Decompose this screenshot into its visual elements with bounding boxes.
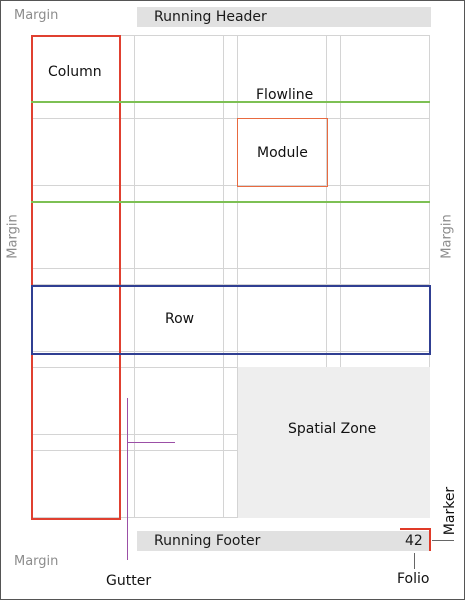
running-header-bar: Running Header (137, 7, 431, 27)
running-header-text: Running Header (154, 9, 267, 25)
grid-line-vertical (429, 35, 430, 518)
flowline-upper (31, 101, 430, 103)
margin-label-bottom: Margin (14, 554, 59, 569)
column-outline (31, 35, 121, 520)
column-label: Column (48, 64, 102, 80)
grid-line-horizontal (31, 434, 429, 435)
running-footer-text: Running Footer (154, 533, 261, 549)
grid-line-horizontal (31, 450, 429, 451)
folio-label: Folio (397, 571, 430, 587)
gutter-callout-tick (127, 442, 175, 443)
marker-side (429, 528, 431, 551)
grid-line-vertical (340, 35, 341, 518)
row-label: Row (165, 311, 195, 327)
grid-line-horizontal (31, 351, 429, 352)
grid-line-vertical (134, 35, 135, 518)
grid-line-horizontal (31, 367, 429, 368)
gutter-label: Gutter (106, 573, 152, 589)
margin-label-top: Margin (14, 8, 59, 23)
module-outline (237, 118, 328, 187)
grid-line-vertical (326, 35, 327, 518)
margin-label-left: Margin (5, 214, 21, 259)
flowline-label: Flowline (256, 87, 314, 103)
gutter-callout-line (127, 398, 128, 560)
spatial-zone-label: Spatial Zone (288, 421, 377, 437)
running-footer-bar: Running Footer 42 (137, 531, 431, 551)
folio-pointer (414, 553, 415, 569)
grid-line-horizontal (31, 185, 429, 186)
spatial-zone-area (238, 367, 430, 518)
grid-line-horizontal (31, 268, 429, 269)
grid-line-horizontal (31, 35, 429, 36)
folio-number: 42 (405, 533, 423, 549)
row-outline (31, 285, 431, 355)
grid-line-horizontal (31, 517, 429, 518)
margin-label-right: Margin (439, 214, 455, 259)
marker-top (400, 528, 431, 530)
marker-label: Marker (442, 486, 459, 536)
grid-line-vertical (237, 35, 238, 518)
marker-pointer (432, 540, 454, 541)
module-label: Module (257, 145, 308, 161)
flowline-lower (31, 201, 430, 203)
grid-line-horizontal (31, 118, 429, 119)
grid-line-horizontal (31, 284, 429, 285)
grid-line-vertical (223, 35, 224, 518)
